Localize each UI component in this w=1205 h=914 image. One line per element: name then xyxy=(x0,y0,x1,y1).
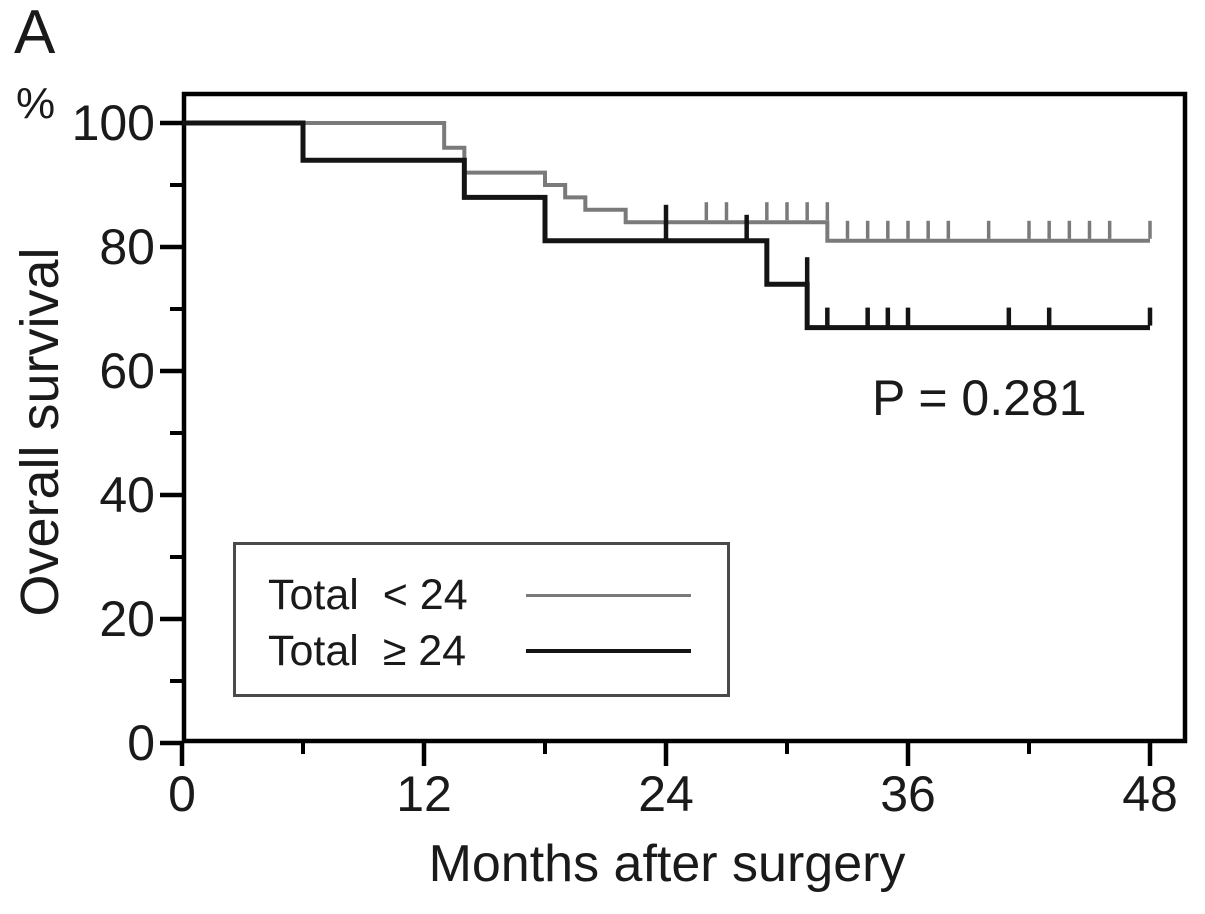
y-tick-label-20: 20 xyxy=(99,591,155,647)
legend-label-total-lt-24: Total < 24 xyxy=(268,571,468,619)
x-tick-label-36: 36 xyxy=(880,766,936,822)
x-tick-label-48: 48 xyxy=(1122,766,1178,822)
x-tick-label-12: 12 xyxy=(396,766,452,822)
survival-curve-total-ge-24 xyxy=(182,120,1150,331)
x-tick-label-0: 0 xyxy=(168,766,196,822)
legend-line-black xyxy=(526,649,691,653)
y-axis-unit-label: % xyxy=(16,79,56,128)
plot-border xyxy=(181,91,1188,744)
x-axis-title: Months after surgery xyxy=(428,835,906,893)
legend-item-total-lt-24: Total < 24 xyxy=(236,567,727,623)
p-value-annotation: P = 0.281 xyxy=(872,370,1087,426)
y-tick-label-60: 60 xyxy=(99,343,155,399)
x-tick-label-24: 24 xyxy=(638,766,694,822)
survival-curve-total-lt-24 xyxy=(182,121,1150,243)
y-tick-label-100: 100 xyxy=(71,95,155,151)
legend-item-total-ge-24: Total ≥ 24 xyxy=(236,623,727,679)
y-tick-label-40: 40 xyxy=(99,467,155,523)
legend-line-gray xyxy=(526,593,691,597)
y-tick-label-80: 80 xyxy=(99,219,155,275)
y-tick-label-0: 0 xyxy=(127,715,155,771)
panel-label: A xyxy=(14,0,56,67)
legend-label-total-ge-24: Total ≥ 24 xyxy=(268,627,467,675)
legend-box: Total < 24 Total ≥ 24 xyxy=(233,542,730,697)
